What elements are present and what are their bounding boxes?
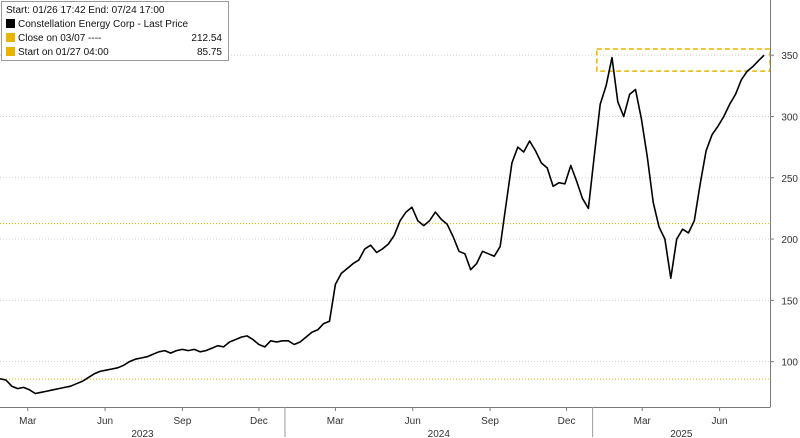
y-tick-label-300: 300 xyxy=(781,112,798,123)
series-line-0 xyxy=(0,54,765,395)
legend-value-start: 85.75 xyxy=(196,47,222,58)
legend-entry-close: Close on 03/07 ---- 212.54 xyxy=(6,32,222,45)
y-tick-label-100: 100 xyxy=(781,358,798,369)
legend-label-price: Constellation Energy Corp - Last Price xyxy=(18,19,189,30)
x-tick-label-7: Dec xyxy=(558,416,576,427)
y-axis-ticks: 100 150 200 250 300 350 xyxy=(770,51,798,369)
x-tick-label-9: Jun xyxy=(712,416,728,427)
x-tick-label-6: Sep xyxy=(481,416,499,427)
y-tick-label-250: 250 xyxy=(781,174,798,185)
x-tick-label-0: Mar xyxy=(19,416,37,427)
reference-lines xyxy=(0,223,770,380)
y-tick-label-350: 350 xyxy=(781,51,798,62)
y-tick-label-150: 150 xyxy=(781,296,798,307)
x-axis-ticks: Mar Jun Sep Dec Mar Jun Sep Dec Mar Jun xyxy=(19,407,728,427)
legend-header-text: Start: 01/26 17:42 End: 07/24 17:00 xyxy=(6,5,165,16)
year-label-2023: 2023 xyxy=(131,429,154,438)
legend-entry-start: Start on 01/27 04:00 85.75 xyxy=(6,46,222,59)
axes xyxy=(0,0,771,408)
legend-value-close: 212.54 xyxy=(191,33,222,44)
year-labels: 2023 2024 2025 xyxy=(131,407,693,438)
series-layer xyxy=(0,54,765,395)
legend-swatch-price xyxy=(6,19,15,28)
year-label-2025: 2025 xyxy=(670,429,693,438)
y-tick-label-200: 200 xyxy=(781,235,798,246)
x-tick-label-5: Jun xyxy=(405,416,421,427)
legend-entry-price: Constellation Energy Corp - Last Price xyxy=(6,18,222,31)
legend-label-start: Start on 01/27 04:00 xyxy=(18,47,109,58)
grid-lines xyxy=(0,54,770,363)
x-tick-label-2: Sep xyxy=(174,416,192,427)
x-tick-label-3: Dec xyxy=(250,416,268,427)
legend-header: Start: 01/26 17:42 End: 07/24 17:00 xyxy=(6,4,222,17)
x-tick-label-8: Mar xyxy=(634,416,652,427)
legend-swatch-start xyxy=(6,47,15,56)
legend-swatch-close xyxy=(6,33,15,42)
x-tick-label-1: Jun xyxy=(97,416,113,427)
highlight-box xyxy=(596,48,771,72)
legend-label-close: Close on 03/07 ---- xyxy=(18,33,102,44)
year-label-2024: 2024 xyxy=(428,429,451,438)
x-tick-label-4: Mar xyxy=(327,416,345,427)
highlight-box-layer xyxy=(596,48,771,72)
legend: Start: 01/26 17:42 End: 07/24 17:00 Cons… xyxy=(1,1,229,61)
